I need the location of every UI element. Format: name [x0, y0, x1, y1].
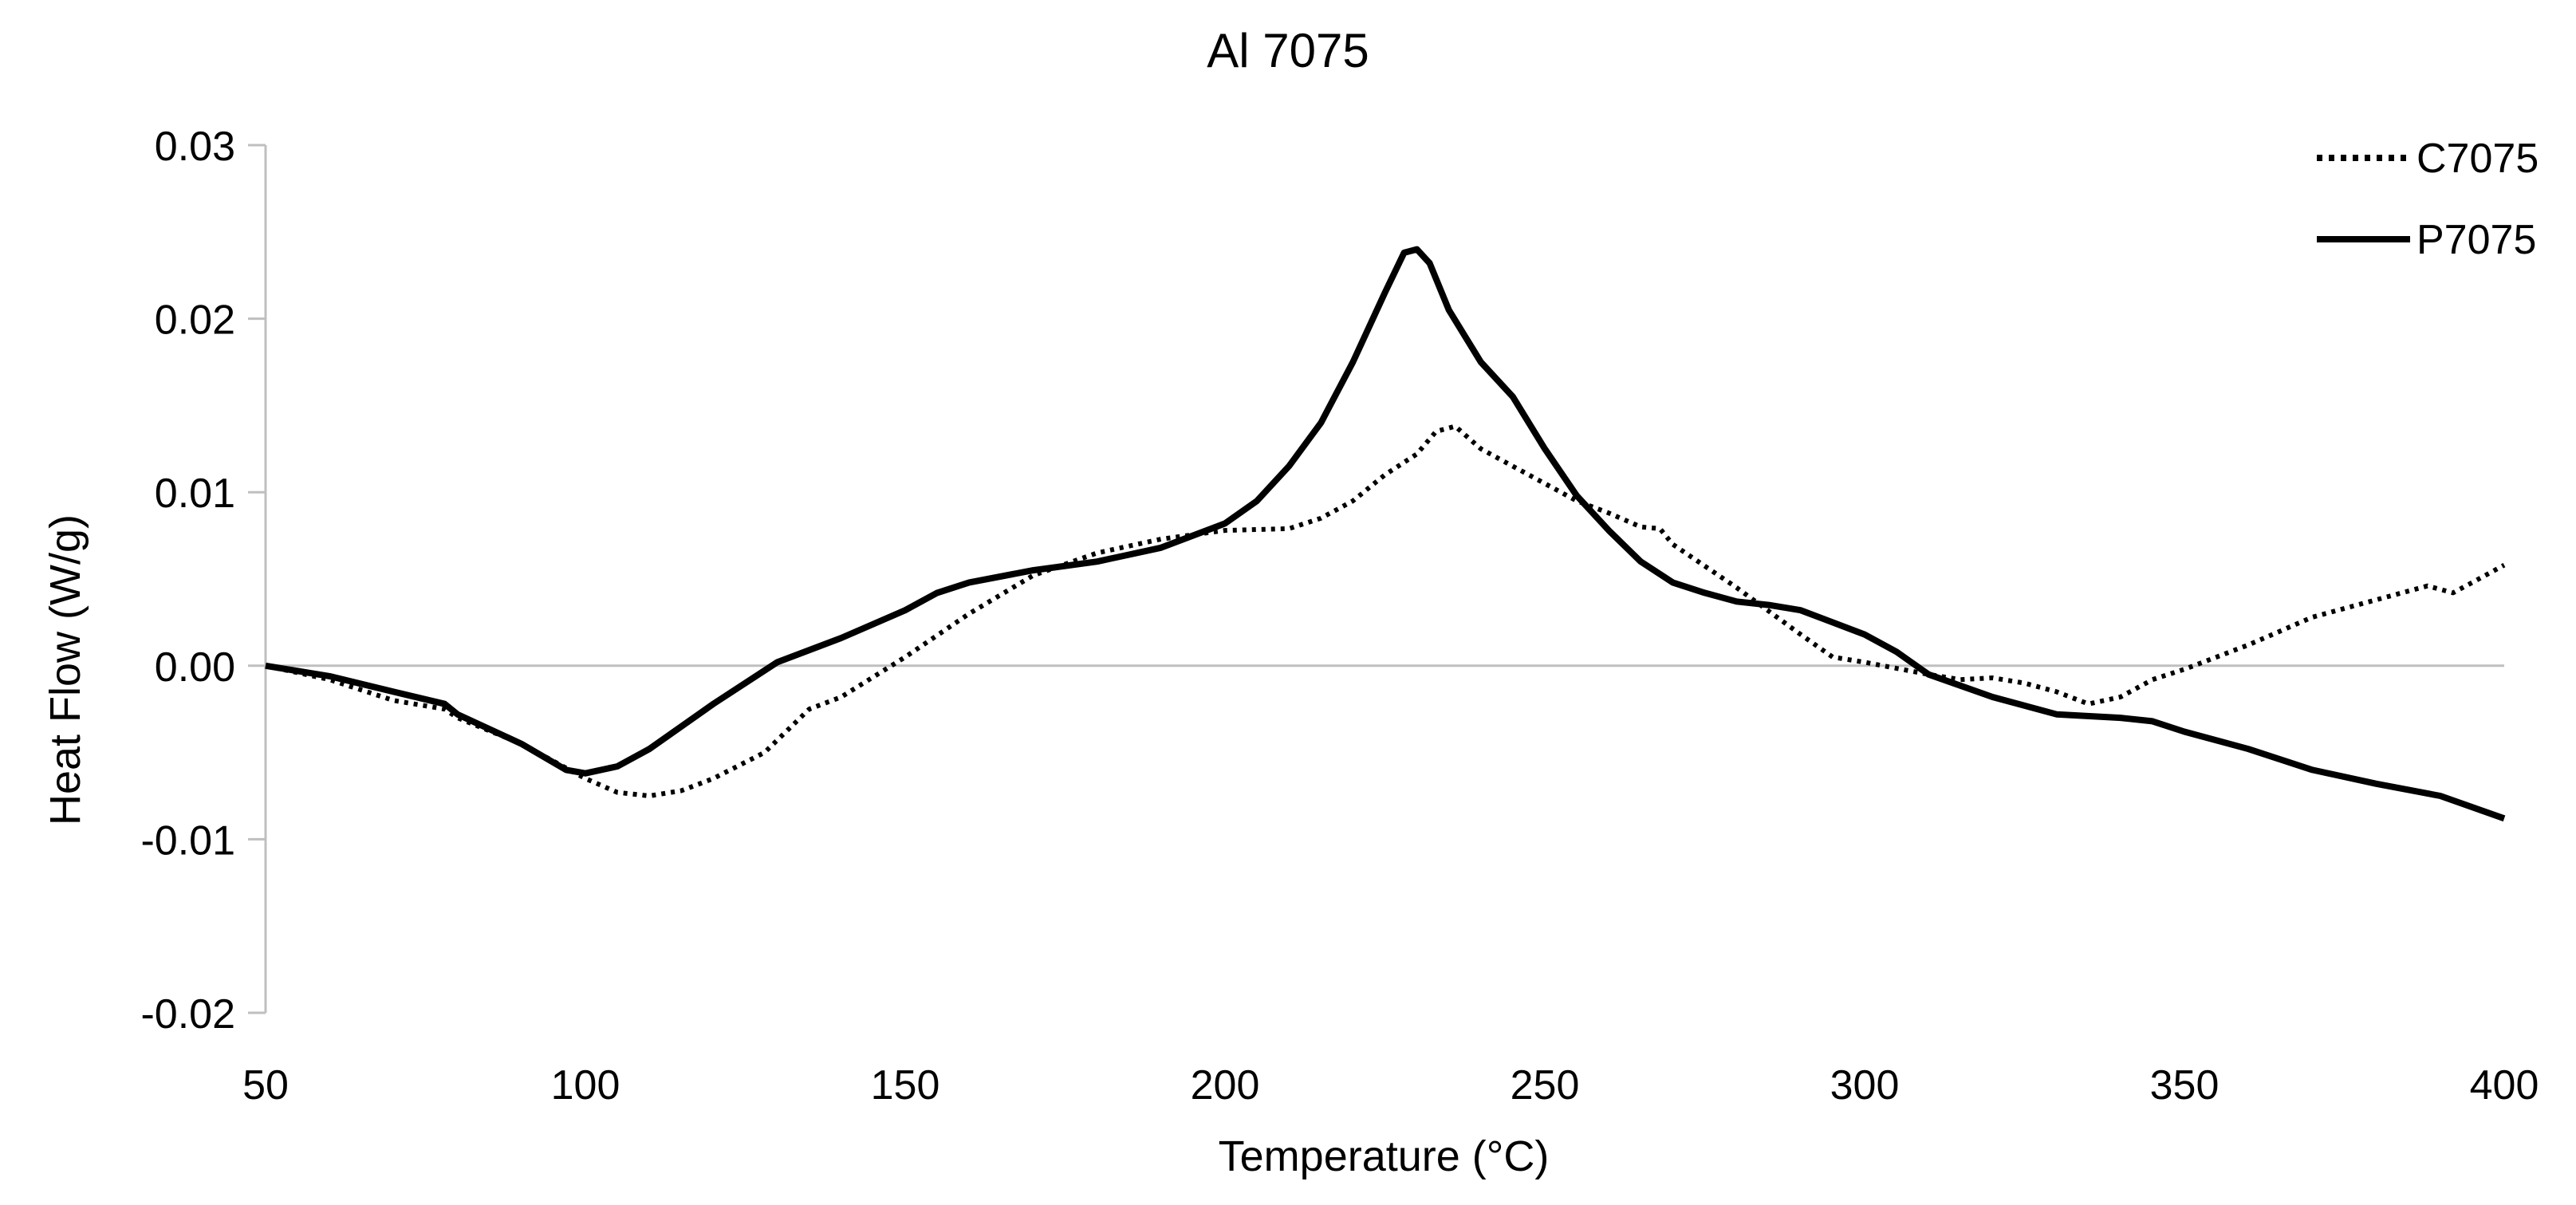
- legend: C7075 P7075: [2317, 136, 2539, 263]
- x-axis-label: Temperature (°C): [1219, 1132, 1550, 1180]
- x-tick-label: 350: [2150, 1062, 2220, 1109]
- y-tick-label: 0.01: [155, 471, 235, 517]
- y-tick-label: 0.00: [155, 644, 235, 691]
- x-tick-label: 200: [1191, 1062, 1260, 1109]
- y-tick-label: 0.02: [155, 297, 235, 344]
- series-line-c7075: [265, 423, 2506, 798]
- y-tick-label: -0.01: [140, 817, 235, 864]
- x-tick-label: 150: [871, 1062, 940, 1109]
- legend-label-c7075: C7075: [2416, 136, 2539, 182]
- series-line-p7075: [265, 246, 2506, 822]
- x-tick-label: 100: [551, 1062, 620, 1109]
- x-tick-label: 300: [1830, 1062, 1900, 1109]
- legend-label-p7075: P7075: [2416, 217, 2536, 263]
- x-tick-label: 400: [2470, 1062, 2539, 1109]
- x-tick-label: 250: [1511, 1062, 1580, 1109]
- y-axis-label: Heat Flow (W/g): [41, 514, 89, 825]
- chart-title: Al 7075: [1207, 24, 1369, 77]
- x-tick-label: 50: [242, 1062, 289, 1109]
- y-tick-label: 0.03: [155, 124, 235, 170]
- y-tick-label: -0.02: [140, 991, 235, 1038]
